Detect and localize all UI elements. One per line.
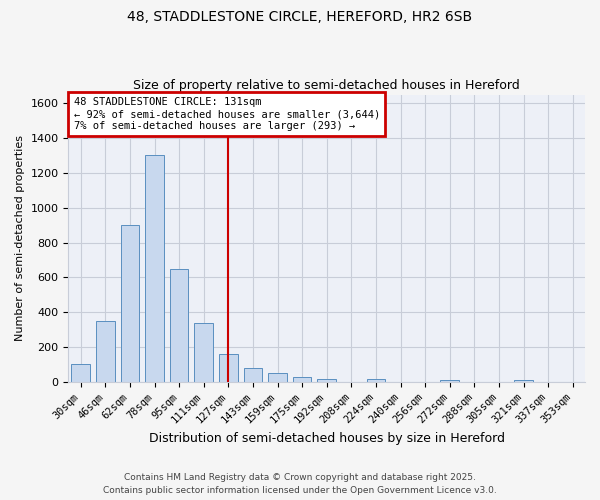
Bar [244, 368, 262, 382]
Bar [121, 225, 139, 382]
Text: Contains HM Land Registry data © Crown copyright and database right 2025.: Contains HM Land Registry data © Crown c… [124, 474, 476, 482]
Bar [268, 373, 287, 382]
Bar [514, 380, 533, 382]
Y-axis label: Number of semi-detached properties: Number of semi-detached properties [15, 135, 25, 341]
Bar [317, 379, 336, 382]
Bar [293, 378, 311, 382]
Bar [367, 379, 385, 382]
Title: Size of property relative to semi-detached houses in Hereford: Size of property relative to semi-detach… [133, 79, 520, 92]
Bar [219, 354, 238, 382]
Text: 48 STADDLESTONE CIRCLE: 131sqm
← 92% of semi-detached houses are smaller (3,644): 48 STADDLESTONE CIRCLE: 131sqm ← 92% of … [74, 98, 380, 130]
Bar [145, 156, 164, 382]
Bar [170, 268, 188, 382]
Text: 48, STADDLESTONE CIRCLE, HEREFORD, HR2 6SB: 48, STADDLESTONE CIRCLE, HEREFORD, HR2 6… [127, 10, 473, 24]
X-axis label: Distribution of semi-detached houses by size in Hereford: Distribution of semi-detached houses by … [149, 432, 505, 445]
Bar [194, 324, 213, 382]
Text: Contains public sector information licensed under the Open Government Licence v3: Contains public sector information licen… [103, 486, 497, 495]
Bar [440, 380, 459, 382]
Bar [96, 321, 115, 382]
Bar [71, 364, 90, 382]
